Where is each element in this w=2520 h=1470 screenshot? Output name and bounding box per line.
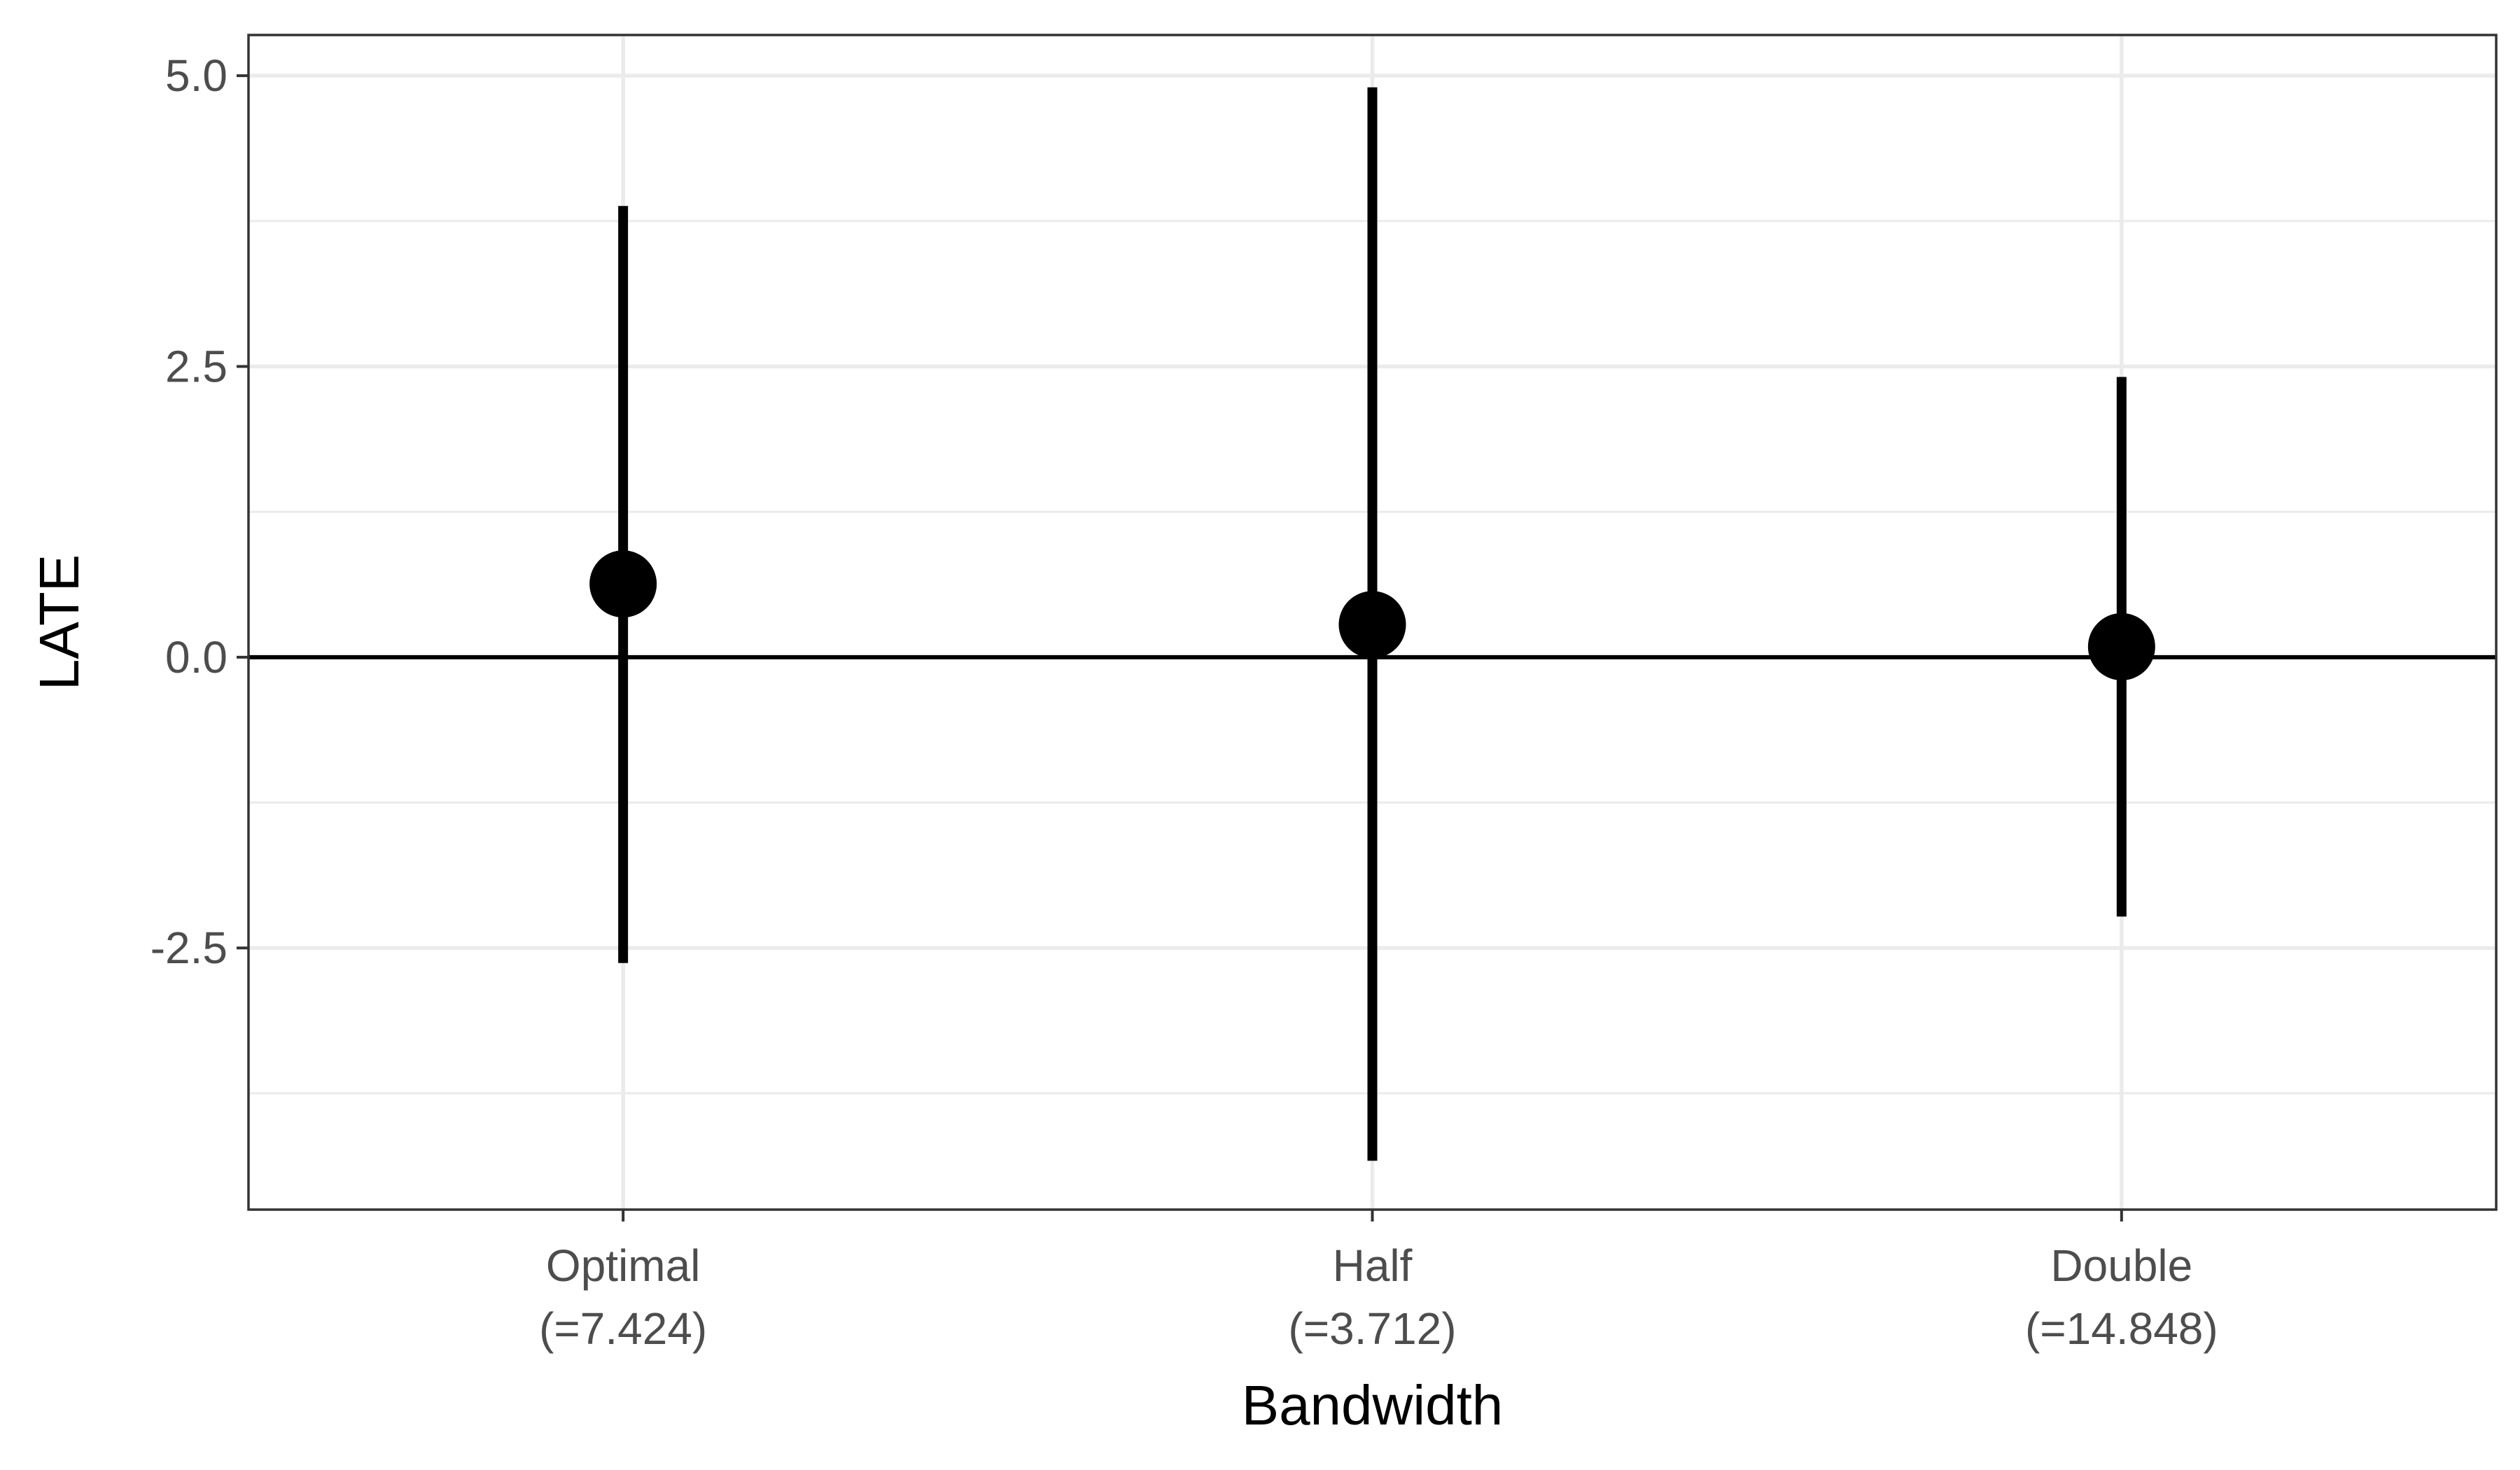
x-axis: Optimal (=7.424) Half (=3.712) Double (=14.84…	[539, 1210, 2218, 1354]
x-tick-sublabel: (=14.848)	[2025, 1303, 2218, 1354]
x-tick-label: Double	[2050, 1240, 2192, 1291]
x-tick-label: Half	[1333, 1240, 1413, 1291]
x-tick-sublabel: (=3.712)	[1288, 1303, 1456, 1354]
point-estimate-double	[2087, 612, 2155, 680]
y-axis: -2.5 0.0 2.5 5.0	[150, 50, 248, 973]
y-tick-label: -2.5	[150, 923, 227, 973]
y-tick-label: 2.5	[165, 341, 227, 391]
point-estimate-half	[1338, 591, 1406, 659]
point-estimate-optimal	[589, 550, 657, 618]
y-tick-label: 0.0	[165, 632, 227, 682]
y-tick-label: 5.0	[165, 50, 227, 101]
x-tick-label: Optimal	[546, 1240, 701, 1291]
x-axis-title: Bandwidth	[1242, 1374, 1504, 1436]
point-estimates	[589, 550, 2155, 680]
y-axis-title: LATE	[28, 554, 90, 690]
x-tick-sublabel: (=7.424)	[539, 1303, 707, 1354]
